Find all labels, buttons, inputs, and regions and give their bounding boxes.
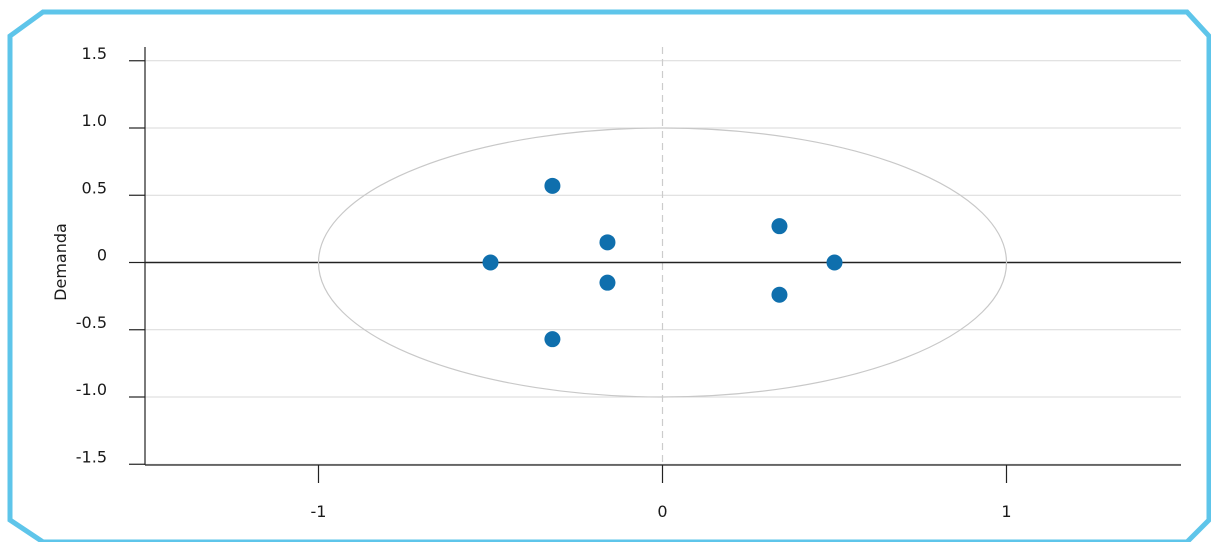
x-tick-label: 1 (1001, 502, 1011, 521)
y-tick-label: 1.0 (82, 111, 107, 130)
chart-frame (7, 9, 1211, 542)
data-point (826, 254, 843, 271)
x-tick-labels: -1 0 1 (311, 502, 1012, 521)
y-tick-labels: 1.5 1.0 0.5 0 -0.5 -1.0 -1.5 (76, 44, 107, 467)
data-points (482, 177, 843, 348)
y-tick-label: -1.5 (76, 447, 107, 466)
data-point (544, 331, 561, 348)
data-point (771, 286, 788, 303)
data-point (771, 218, 788, 235)
data-point (599, 234, 616, 251)
y-tick-label: 0.5 (82, 178, 107, 197)
reference-ellipse (317, 127, 1008, 398)
reference-ellipse-layer (317, 127, 1008, 398)
x-tick-label: -1 (311, 502, 327, 521)
y-tick-label: 1.5 (82, 44, 107, 63)
data-point (599, 274, 616, 291)
axes (129, 47, 1181, 483)
data-point (482, 254, 499, 271)
y-axis-title: Demanda (51, 223, 70, 301)
x-tick-label: 0 (657, 502, 667, 521)
data-point (544, 177, 561, 194)
y-tick-label: -0.5 (76, 313, 107, 332)
y-tick-label: 0 (97, 246, 107, 265)
y-tick-label: -1.0 (76, 380, 107, 399)
